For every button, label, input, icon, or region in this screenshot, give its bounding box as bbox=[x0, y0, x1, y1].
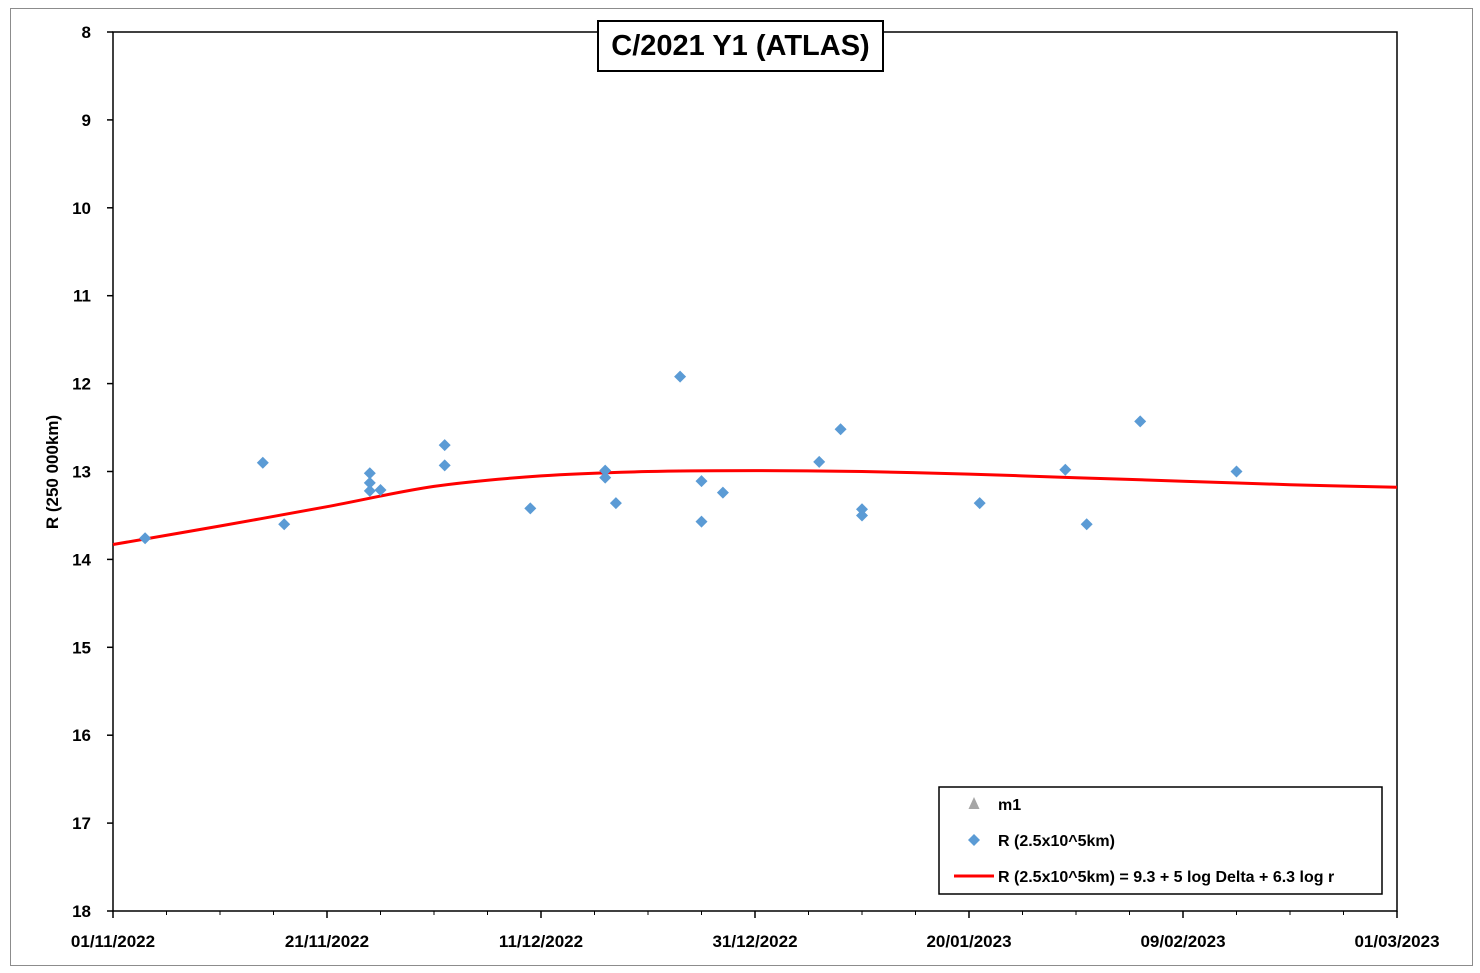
legend-box bbox=[938, 786, 1383, 895]
data-point bbox=[438, 439, 451, 452]
y-tick-label: 8 bbox=[82, 23, 91, 42]
data-point bbox=[1230, 465, 1243, 478]
y-tick-label: 17 bbox=[72, 814, 91, 833]
y-tick-label: 18 bbox=[72, 902, 91, 921]
data-point bbox=[363, 467, 376, 480]
data-point bbox=[856, 503, 868, 516]
data-point bbox=[599, 471, 612, 484]
y-tick-label: 16 bbox=[72, 726, 91, 745]
legend-label-m1: m1 bbox=[998, 797, 1021, 814]
x-tick-label: 01/11/2022 bbox=[71, 932, 155, 951]
y-tick-label: 15 bbox=[72, 638, 91, 657]
data-point bbox=[834, 423, 847, 436]
y-tick-label: 13 bbox=[72, 463, 91, 482]
legend: m1 R (2.5x10^5km) R (2.5x10^5km) = 9.3 +… bbox=[938, 786, 1383, 895]
y-tick-label: 10 bbox=[72, 199, 91, 218]
data-point bbox=[438, 459, 451, 472]
data-point bbox=[1134, 415, 1147, 428]
legend-label-fit: R (2.5x10^5km) = 9.3 + 5 log Delta + 6.3… bbox=[998, 869, 1334, 886]
data-point bbox=[363, 476, 376, 489]
data-point bbox=[139, 532, 152, 545]
x-tick-label: 21/11/2022 bbox=[285, 932, 369, 951]
data-point bbox=[524, 502, 537, 515]
chart-frame bbox=[10, 8, 1473, 966]
data-point bbox=[695, 515, 708, 528]
legend-label-observed-r: R (2.5x10^5km) bbox=[998, 833, 1115, 850]
fit-curve bbox=[112, 469, 1398, 546]
data-point bbox=[856, 509, 868, 522]
x-tick-label: 31/12/2022 bbox=[712, 932, 797, 951]
legend-diamond-marker bbox=[968, 834, 980, 846]
data-point bbox=[278, 518, 291, 531]
data-point bbox=[973, 497, 986, 510]
data-point bbox=[374, 483, 387, 496]
x-axis: 01/11/2022 21/11/2022 11/12/2022 31/12/2022… bbox=[71, 911, 1440, 951]
x-tick-label: 20/01/2023 bbox=[926, 932, 1011, 951]
y-tick-label: 14 bbox=[72, 550, 91, 569]
series-layer bbox=[112, 370, 1398, 546]
data-point bbox=[1059, 463, 1072, 476]
x-tick-label: 01/03/2023 bbox=[1354, 932, 1439, 951]
y-axis-title: R (250 000km) bbox=[43, 415, 62, 529]
data-point bbox=[813, 455, 826, 468]
legend-triangle-marker bbox=[968, 797, 980, 809]
chart-title: C/2021 Y1 (ATLAS) bbox=[597, 20, 884, 72]
data-point bbox=[1080, 518, 1093, 531]
data-point bbox=[695, 475, 708, 488]
data-point bbox=[609, 497, 622, 510]
data-point bbox=[599, 464, 612, 477]
y-tick-label: 9 bbox=[82, 111, 91, 130]
y-tick-label: 12 bbox=[72, 375, 91, 394]
data-point bbox=[256, 456, 269, 469]
x-tick-label: 09/02/2023 bbox=[1140, 932, 1225, 951]
data-point bbox=[716, 486, 729, 499]
data-point bbox=[363, 484, 376, 497]
y-tick-label: 11 bbox=[73, 287, 91, 306]
y-axis: 8 9 10 11 12 13 14 15 16 17 18 bbox=[72, 23, 113, 921]
data-point bbox=[674, 370, 687, 383]
x-tick-label: 11/12/2022 bbox=[499, 932, 583, 951]
